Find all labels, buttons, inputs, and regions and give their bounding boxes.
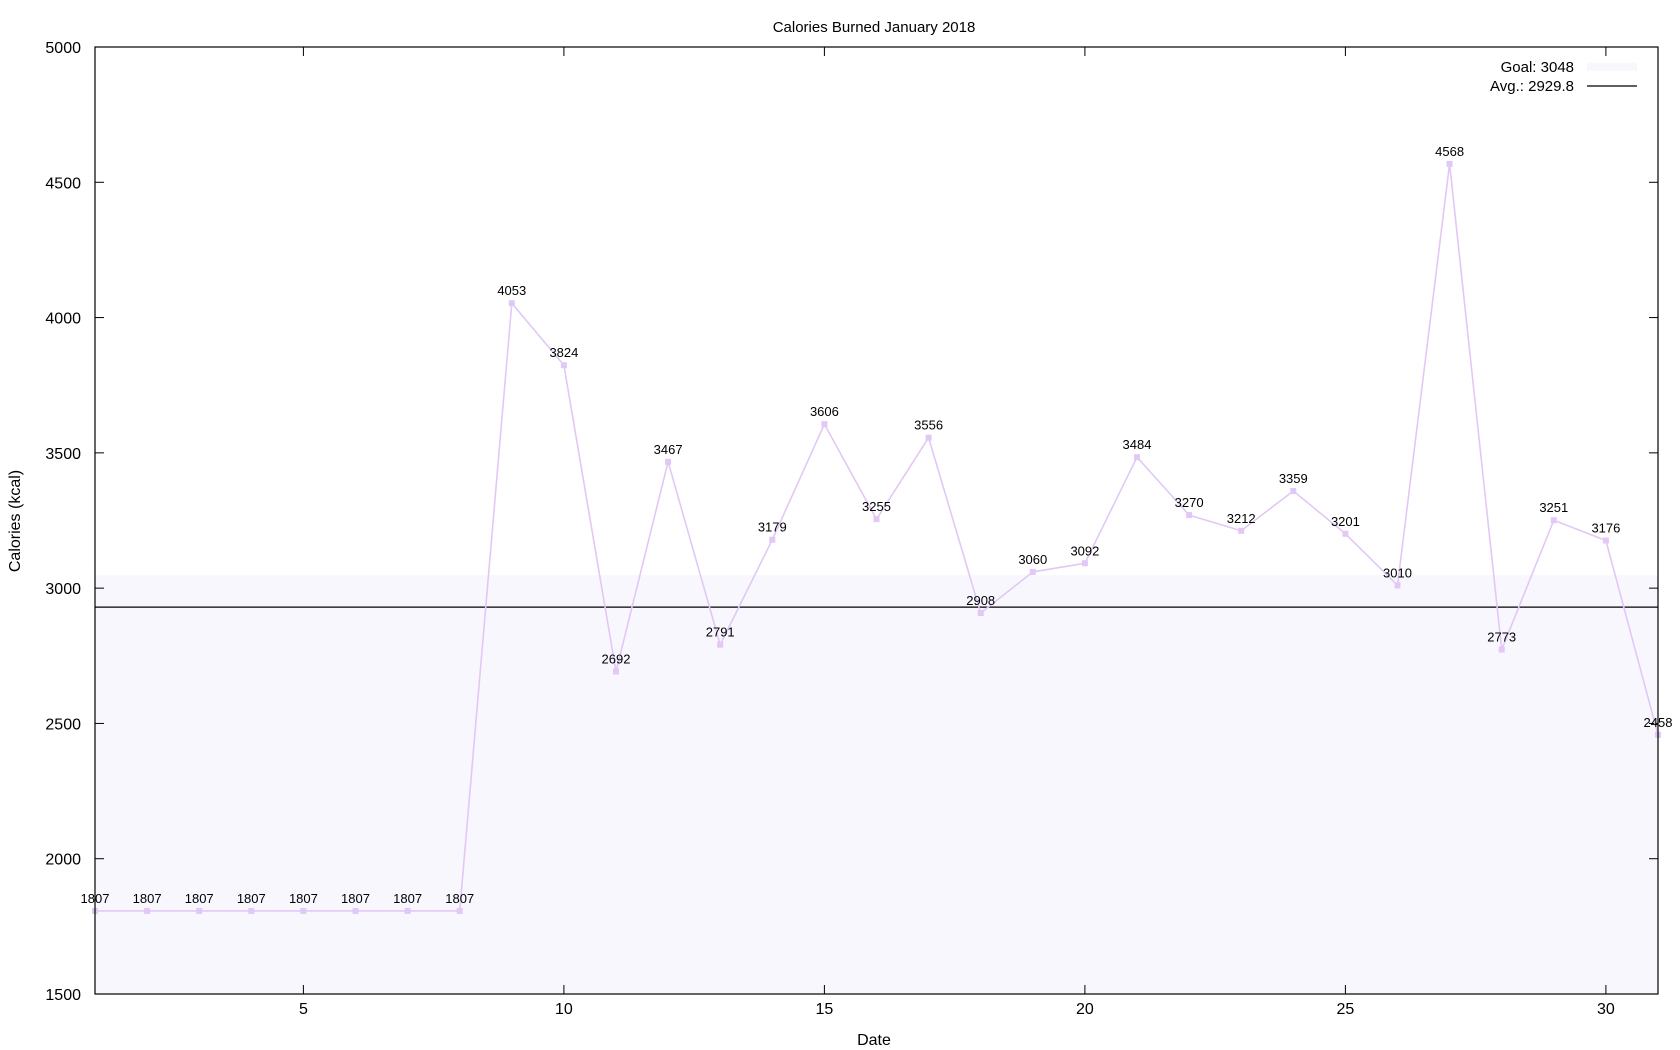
data-point [404,907,411,914]
data-label: 2791 [706,625,735,640]
data-point [613,668,619,675]
data-label: 3270 [1175,495,1204,510]
data-label: 3484 [1123,437,1152,452]
data-label: 1807 [185,891,214,906]
y-axis-label: Calories (kcal) [7,470,24,572]
y-tick-label: 5000 [45,40,81,57]
data-point [873,516,880,523]
data-point [144,907,151,914]
legend: Goal: 3048 Avg.: 2929.8 [1490,59,1637,95]
y-tick-label: 3000 [45,581,81,598]
data-point [1498,646,1505,653]
data-point [1394,582,1401,589]
legend-goal-swatch [1587,63,1637,71]
data-point [1186,512,1193,519]
data-point [769,536,776,543]
y-tick-label: 4000 [45,311,81,328]
data-label: 3201 [1331,514,1360,529]
x-tick-label: 15 [816,1001,834,1018]
data-point [352,907,359,914]
y-tick-label: 1500 [45,987,81,1004]
data-label: 3824 [549,345,578,360]
data-label: 3359 [1279,471,1308,486]
data-label: 2773 [1487,630,1516,645]
x-tick-label: 20 [1076,1001,1094,1018]
data-point [456,907,463,914]
data-label: 1807 [445,891,474,906]
data-point [665,458,672,465]
data-label: 3255 [862,499,891,514]
legend-goal-label: Goal: 3048 [1501,59,1574,76]
data-label: 1807 [237,891,266,906]
chart-title: Calories Burned January 2018 [773,19,976,36]
data-label: 3251 [1539,500,1568,515]
data-label: 4568 [1435,144,1464,159]
goal-band [95,575,1658,994]
data-point [1029,568,1036,575]
x-tick-label: 5 [299,1001,308,1018]
y-tick-label: 2500 [45,716,81,733]
data-point [1238,527,1245,534]
data-label: 3092 [1070,543,1099,558]
data-point [1602,537,1609,544]
y-tick-label: 4500 [45,175,81,192]
data-point [248,907,255,914]
data-point [1342,530,1349,537]
data-point [1550,517,1557,524]
data-label: 4053 [497,283,526,298]
data-label: 3606 [810,404,839,419]
data-point [717,641,724,648]
data-point [1081,560,1088,567]
data-label: 3179 [758,520,787,535]
data-label: 2692 [602,651,631,666]
data-point [300,907,307,914]
data-point [925,434,932,441]
x-tick-label: 10 [555,1001,573,1018]
data-label: 3212 [1227,511,1256,526]
y-tick-label: 2000 [45,852,81,869]
x-tick-label: 30 [1597,1001,1615,1018]
data-label: 1807 [133,891,162,906]
x-tick-label: 25 [1337,1001,1355,1018]
data-point [821,421,828,428]
y-tick-label: 3500 [45,446,81,463]
data-point [1290,488,1297,495]
data-label: 1807 [341,891,370,906]
data-point [1134,454,1140,461]
data-label: 3060 [1018,552,1047,567]
x-axis-label: Date [857,1032,891,1049]
data-label: 1807 [289,891,318,906]
data-label: 3176 [1591,521,1620,536]
data-point [508,300,515,307]
data-point [1446,160,1453,167]
data-label: 2908 [966,593,995,608]
data-label: 3556 [914,418,943,433]
data-point [560,362,567,369]
data-label: 3467 [654,442,683,457]
data-point [977,610,984,617]
plot-border [94,46,1659,995]
data-label: 1807 [393,891,422,906]
legend-avg-label: Avg.: 2929.8 [1490,78,1574,95]
data-point [196,907,203,914]
data-label: 3010 [1383,565,1412,580]
